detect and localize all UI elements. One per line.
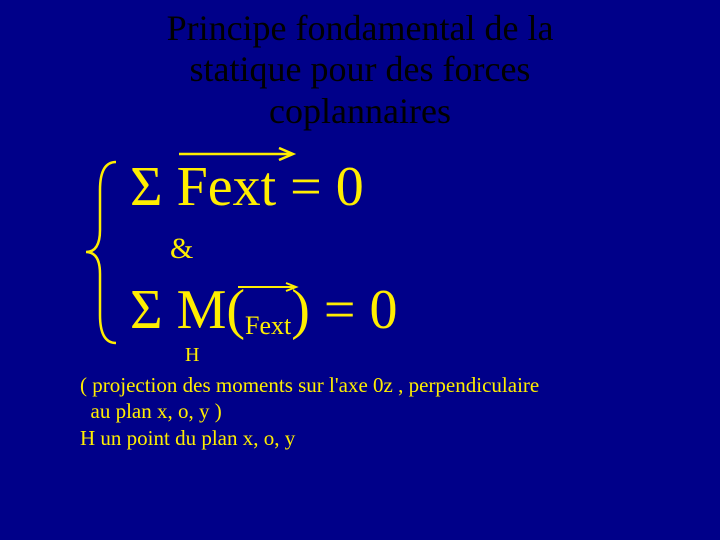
moment-close: ) = 0 [291,279,397,341]
fext-subscript: Fext [245,311,291,340]
vector-arrow-icon [179,147,299,161]
equation-sum-forces: Σ Fext = 0 [130,155,364,219]
ampersand-connector: & [170,232,193,266]
note-line-1: ( projection des moments sur l'axe 0z , … [80,373,539,397]
slide-title: Principe fondamental de la statique pour… [0,0,720,132]
note-line-2: au plan x, o, y ) [91,399,222,423]
sigma-symbol-2: Σ [130,279,163,341]
note-line-3: H un point du plan x, o, y [80,426,295,450]
curly-brace-icon [82,160,124,345]
title-line-2: statique pour des forces [190,49,531,89]
h-subscript: H [185,344,199,367]
title-line-1: Principe fondamental de la [167,8,554,48]
vector-arrow-small-icon [238,282,300,292]
equation-1-text: Fext = 0 [177,156,364,218]
fext-vector: Fext = 0 [177,155,364,219]
moment-open: M( [177,279,245,341]
explanatory-note: ( projection des moments sur l'axe 0z , … [80,372,680,451]
title-line-3: coplannaires [269,91,451,131]
sigma-symbol: Σ [130,156,163,218]
